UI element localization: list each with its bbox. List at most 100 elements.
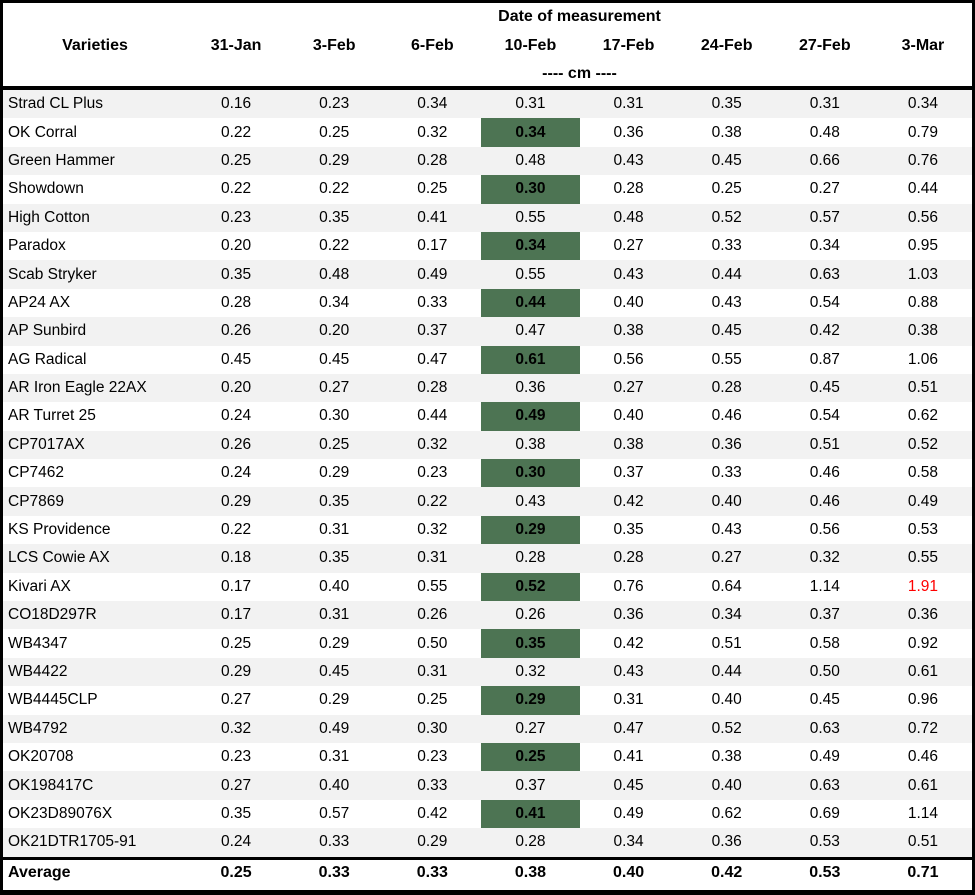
value-cell: 0.87 [809, 350, 840, 368]
average-value-cell: 0.40 [612, 864, 645, 882]
value-cell: 0.34 [809, 237, 840, 255]
value-cell: 0.40 [711, 492, 742, 510]
variety-name-cell: LCS Cowie AX [8, 549, 110, 567]
value-cell: 0.50 [809, 663, 840, 680]
value-cell: 0.17 [220, 577, 252, 595]
value-cell: 0.52 [907, 435, 939, 453]
value-cell: 0.66 [809, 151, 840, 169]
value-cell: 0.23 [319, 95, 350, 113]
table-row: OK Corral 0.22 0.25 0.32 0.34 0.36 0.38 0.48 0.7… [3, 118, 972, 147]
value-cell: 0.32 [220, 719, 252, 737]
value-cell: 0.63 [809, 265, 840, 283]
value-cell: 0.36 [515, 379, 546, 397]
value-cell: 0.35 [319, 208, 350, 226]
value-cell: 0.36 [711, 833, 742, 851]
value-cell: 0.45 [613, 776, 644, 794]
value-cell: 0.32 [417, 521, 448, 539]
value-cell: 0.25 [417, 691, 448, 709]
value-cell: 0.27 [515, 719, 546, 737]
value-cell: 0.48 [613, 208, 644, 226]
table-row: CO18D297R 0.17 0.31 0.26 0.26 0.36 0.34 0.37 0.3… [3, 601, 972, 630]
variety-name-cell: CP7017AX [8, 435, 85, 453]
average-value-cell: 0.53 [809, 864, 841, 882]
value-cell: 0.29 [220, 663, 252, 680]
value-cell: 0.35 [220, 265, 252, 283]
value-cell: 0.22 [220, 180, 252, 198]
average-row: Average 0.25 0.33 0.33 0.38 0.40 0.42 0.… [3, 856, 972, 887]
value-cell: 0.63 [809, 719, 840, 737]
variety-name-cell: OK23D89076X [8, 804, 113, 822]
value-cell: 0.31 [809, 95, 840, 113]
average-value-cell: 0.71 [907, 864, 939, 882]
value-cell: 0.34 [907, 95, 939, 113]
table-row: LCS Cowie AX 0.18 0.35 0.31 0.28 0.28 0.27 0.32… [3, 544, 972, 573]
value-cell: 0.45 [220, 350, 252, 368]
value-cell: 0.45 [711, 151, 742, 169]
value-cell: 0.54 [809, 293, 840, 311]
value-cell: 0.41 [613, 748, 644, 766]
value-cell: 0.34 [711, 606, 742, 624]
value-cell: 0.44 [711, 663, 742, 680]
table-row: WB4445CLP 0.27 0.29 0.25 0.29 0.31 0.40 0.45 0.9… [3, 686, 972, 715]
value-cell: 0.55 [907, 549, 939, 567]
table-row: AP Sunbird 0.26 0.20 0.37 0.47 0.38 0.45 0.42 0.… [3, 317, 972, 346]
column-header-10-feb: 10-Feb [504, 36, 557, 54]
value-cell: 0.31 [613, 95, 644, 113]
value-cell: 0.40 [613, 293, 644, 311]
header-corner-spacer [3, 3, 187, 30]
value-cell: 0.40 [613, 407, 644, 425]
table-row: CP7017AX 0.26 0.25 0.32 0.38 0.38 0.36 0.51 0.52 [3, 430, 972, 460]
value-cell: 0.34 [417, 95, 448, 113]
value-cell: 0.44 [481, 288, 580, 318]
value-cell: 0.44 [907, 180, 939, 198]
variety-name-cell: WB4422 [8, 663, 68, 680]
value-cell: 0.43 [613, 151, 644, 169]
value-cell: 0.36 [711, 435, 742, 453]
variety-name-cell: WB4445CLP [8, 691, 98, 709]
value-cell: 0.25 [481, 742, 580, 772]
value-cell: 0.37 [515, 776, 546, 794]
variety-name-cell: OK21DTR1705-91 [8, 833, 137, 851]
value-cell: 0.28 [613, 180, 644, 198]
value-cell: 0.17 [220, 606, 252, 624]
value-cell: 0.42 [809, 322, 840, 340]
value-cell: 0.33 [711, 464, 742, 482]
value-cell: 0.31 [417, 663, 448, 680]
value-cell: 0.88 [907, 293, 939, 311]
value-cell: 0.42 [417, 804, 448, 822]
variety-name-cell: WB4792 [8, 719, 68, 737]
value-cell: 0.26 [417, 606, 448, 624]
value-cell: 0.40 [319, 776, 350, 794]
value-cell: 0.44 [711, 265, 742, 283]
value-cell: 1.03 [907, 265, 939, 283]
value-cell: 0.24 [220, 464, 252, 482]
column-header-24-feb: 24-Feb [700, 36, 753, 54]
value-cell: 0.52 [711, 208, 742, 226]
value-cell: 0.96 [907, 691, 939, 709]
variety-name-cell: Paradox [8, 237, 66, 255]
value-cell: 0.29 [481, 515, 580, 545]
value-cell: 0.35 [319, 492, 350, 510]
value-cell: 0.31 [515, 95, 546, 113]
table-row: Kivari AX 0.17 0.40 0.55 0.52 0.76 0.64 1.14 1.9… [3, 572, 972, 602]
value-cell: 0.48 [809, 123, 840, 141]
value-cell: 0.28 [417, 151, 448, 169]
value-cell: 0.27 [220, 691, 252, 709]
table-row: OK198417C 0.27 0.40 0.33 0.37 0.45 0.40 0.63 0.6… [3, 771, 972, 800]
value-cell: 0.22 [417, 492, 448, 510]
value-cell: 0.23 [417, 464, 448, 482]
value-cell: 0.34 [481, 231, 580, 261]
value-cell: 0.30 [417, 719, 448, 737]
table-row: CP7869 0.29 0.35 0.22 0.43 0.42 0.40 0.46 0.49 [3, 487, 972, 516]
value-cell: 0.46 [809, 464, 840, 482]
value-cell: 0.45 [319, 663, 350, 680]
value-cell: 0.76 [907, 151, 939, 169]
value-cell: 0.49 [417, 265, 448, 283]
value-cell: 0.17 [417, 237, 448, 255]
value-cell: 0.40 [711, 691, 742, 709]
average-value-cell: 0.33 [318, 864, 350, 882]
value-cell: 1.14 [809, 577, 840, 595]
value-cell: 0.47 [515, 322, 546, 340]
table-row: WB4422 0.29 0.45 0.31 0.32 0.43 0.44 0.50 0.61 [3, 657, 972, 687]
value-cell: 0.28 [613, 549, 644, 567]
